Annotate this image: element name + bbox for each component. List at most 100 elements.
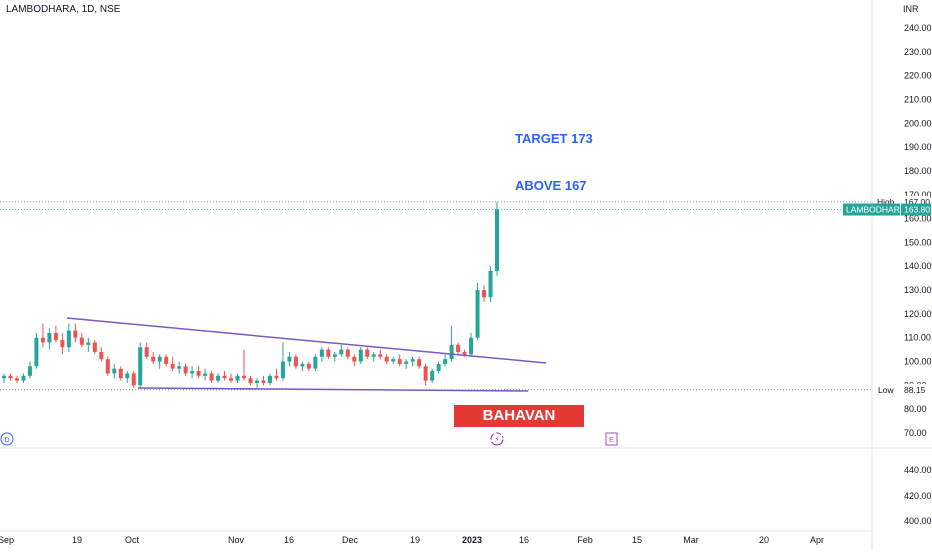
candle-body: [475, 290, 480, 338]
split-icon: ⚡: [494, 435, 500, 444]
price-tick-label: 230.00: [904, 47, 932, 57]
price-tick-label: 190.00: [904, 142, 932, 152]
price-tick-label: 120.00: [904, 309, 932, 319]
candle-body: [267, 375, 272, 383]
time-tick-label: Dec: [342, 535, 359, 545]
candle-body: [326, 349, 331, 357]
time-tick-label: Nov: [228, 535, 245, 545]
candle-body: [125, 373, 130, 379]
volume-tick-label: 420.00: [904, 491, 932, 501]
price-tick-label: 240.00: [904, 23, 932, 33]
candle-body: [34, 337, 39, 367]
time-tick-label: 19: [410, 535, 420, 545]
candle-body: [47, 332, 52, 343]
time-tick-label: Oct: [125, 535, 140, 545]
candle-body: [21, 375, 26, 381]
high-value: 167.00: [904, 197, 930, 207]
earnings-icon: E: [609, 437, 614, 444]
candle-body: [254, 380, 259, 383]
candle-body: [352, 356, 357, 362]
time-tick-label: 15: [632, 535, 642, 545]
candle-body: [27, 366, 32, 376]
candle-body: [404, 361, 409, 364]
candle-body: [8, 375, 13, 379]
low-label-bg: [874, 383, 900, 395]
symbol-title: LAMBODHARA, 1D, NSE: [6, 4, 121, 15]
last-value: 163.80: [904, 205, 930, 215]
candle-body: [300, 363, 305, 367]
candle-body: [469, 337, 474, 355]
last-symbol-label: LAMBODHARA: [846, 205, 906, 215]
candle-body: [423, 366, 428, 381]
candle-body: [112, 368, 117, 374]
candle-body: [456, 344, 461, 352]
candle-body: [229, 378, 234, 381]
candle-body: [371, 354, 376, 357]
candle-body: [293, 356, 298, 367]
high-label: High: [877, 197, 895, 207]
dividend-marker: [0, 432, 14, 446]
candle-body: [430, 371, 435, 381]
price-tick-label: 80.00: [904, 404, 927, 414]
candle-body: [151, 356, 156, 362]
candle-body: [443, 359, 448, 364]
candle-body: [177, 366, 182, 369]
candle-body: [144, 347, 149, 357]
candle-body: [105, 359, 110, 374]
candle-body: [73, 330, 78, 338]
candle-body: [86, 342, 91, 345]
candle-body: [2, 375, 6, 379]
price-tick-label: 70.00: [904, 428, 927, 438]
candle-body: [410, 359, 415, 362]
candle-body: [384, 356, 389, 362]
candle-body: [482, 290, 487, 298]
volume-tick-label: 440.00: [904, 465, 932, 475]
currency-label: INR: [903, 4, 919, 14]
time-tick-label: 19: [72, 535, 82, 545]
time-tick-label: 16: [284, 535, 294, 545]
high-value-bg: [902, 195, 930, 207]
candle-body: [274, 375, 279, 379]
price-tick-label: 220.00: [904, 71, 932, 81]
price-tick-label: 170.00: [904, 190, 932, 200]
candle-body: [345, 349, 350, 357]
trendline-upper: [66, 317, 547, 364]
candle-body: [118, 368, 123, 379]
candle-body: [203, 373, 208, 376]
candle-body: [397, 359, 402, 364]
candle-body: [196, 371, 201, 376]
earnings-marker: [605, 432, 618, 446]
candle-body: [53, 332, 58, 341]
candle-body: [319, 349, 324, 357]
dividend-icon: D: [4, 437, 9, 444]
candle-body: [365, 349, 370, 357]
time-tick-label: 16: [519, 535, 529, 545]
candle-body: [332, 354, 337, 357]
high-label-bg: [874, 195, 900, 207]
volume-tick-label: 400.00: [904, 516, 932, 526]
candle-body: [417, 359, 422, 367]
candle-body: [287, 356, 292, 362]
time-tick-label: Feb: [577, 535, 593, 545]
low-value: 88.15: [904, 385, 926, 395]
candle-body: [313, 356, 318, 369]
price-tick-label: 210.00: [904, 94, 932, 104]
candle-body: [79, 337, 84, 345]
price-tick-label: 180.00: [904, 166, 932, 176]
candle-body: [66, 330, 71, 348]
price-tick-label: 160.00: [904, 214, 932, 224]
low-label: Low: [878, 385, 894, 395]
candle-body: [92, 342, 97, 352]
time-tick-label: Sep: [0, 535, 14, 545]
last-value-bg: [901, 203, 931, 216]
time-tick-label: Apr: [810, 535, 824, 545]
time-tick-label: 20: [759, 535, 769, 545]
target-annotation: TARGET 173: [515, 131, 593, 146]
low-value-bg: [902, 383, 930, 395]
candle-body: [209, 373, 214, 381]
price-tick-label: 110.00: [904, 333, 931, 343]
candle-body: [358, 349, 363, 362]
candle-body: [99, 352, 104, 360]
